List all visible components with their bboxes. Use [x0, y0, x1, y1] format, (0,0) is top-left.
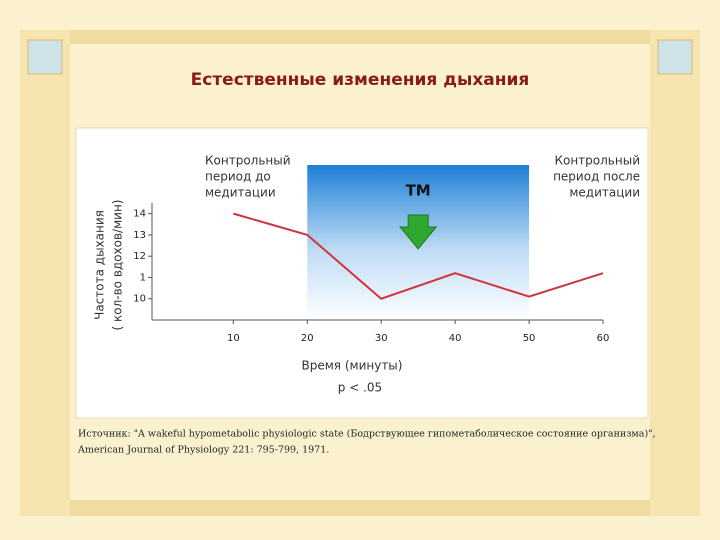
x-tick-label: 40 — [449, 333, 462, 344]
period-label: период после — [553, 170, 640, 184]
y-axis-label: Частота дыхания — [93, 210, 107, 320]
arrow-icon — [399, 214, 438, 250]
x-axis-label: Время (минуты) — [302, 359, 403, 373]
x-tick-label: 50 — [523, 333, 536, 344]
x-tick-label: 30 — [375, 333, 388, 344]
annotation: p < .05 — [338, 381, 382, 395]
period-label: Контрольный — [205, 154, 291, 168]
x-tick-label: 60 — [597, 333, 610, 344]
period-label: период до — [205, 170, 271, 184]
source-line: Источник: "A wakeful hypometabolic physi… — [78, 429, 656, 440]
y-axis-label: ( кол-во вдохов/мин) — [111, 200, 125, 331]
x-tick-label: 20 — [301, 333, 314, 344]
chart-title: Естественные изменения дыхания — [191, 70, 530, 90]
bottom-frieze — [20, 500, 700, 516]
left-column — [20, 30, 70, 516]
right-ornament — [657, 39, 693, 75]
period-label: медитации — [205, 186, 276, 200]
y-tick-label: 1 — [140, 272, 146, 283]
source-line: American Journal of Physiology 221: 795-… — [77, 445, 329, 456]
data-line — [233, 212, 604, 300]
top-frieze — [20, 30, 700, 44]
band-label: ТМ — [406, 182, 431, 200]
period-label: медитации — [569, 186, 640, 200]
y-tick-label: 10 — [133, 294, 146, 305]
right-column — [650, 30, 700, 516]
chart: ТМ 10 1 12 13 14 10 20 30 40 50 60 Время (минуты) Час… — [93, 154, 641, 373]
period-label: Контрольный — [554, 154, 640, 168]
left-ornament — [27, 39, 63, 75]
y-tick-label: 13 — [133, 230, 146, 241]
y-tick-label: 14 — [133, 209, 146, 220]
x-tick-label: 10 — [227, 333, 240, 344]
y-tick-label: 12 — [133, 251, 146, 262]
